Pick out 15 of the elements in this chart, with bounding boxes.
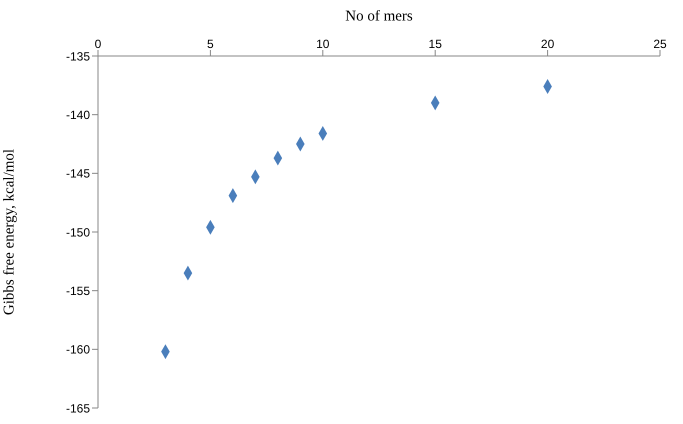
x-tick-label: 25 (653, 37, 667, 51)
y-axis-title: Gibbs free energy, kcal/mol (1, 148, 18, 316)
x-axis-title: No of mers (345, 8, 413, 25)
y-tick-label: -140 (66, 108, 90, 122)
y-tick-label: -155 (66, 284, 90, 298)
x-tick-label: 0 (94, 37, 102, 51)
y-tick-label: -165 (66, 401, 90, 416)
y-tick-label: -150 (66, 225, 90, 240)
y-tick-label: -160 (66, 342, 90, 357)
y-tick-label: -145 (66, 166, 90, 181)
x-tick-label: 15 (428, 37, 442, 51)
x-tick-label: 10 (316, 37, 330, 51)
y-tick-label: -135 (66, 49, 90, 64)
x-tick-label: 5 (207, 37, 214, 51)
x-tick-label: 20 (540, 37, 555, 51)
